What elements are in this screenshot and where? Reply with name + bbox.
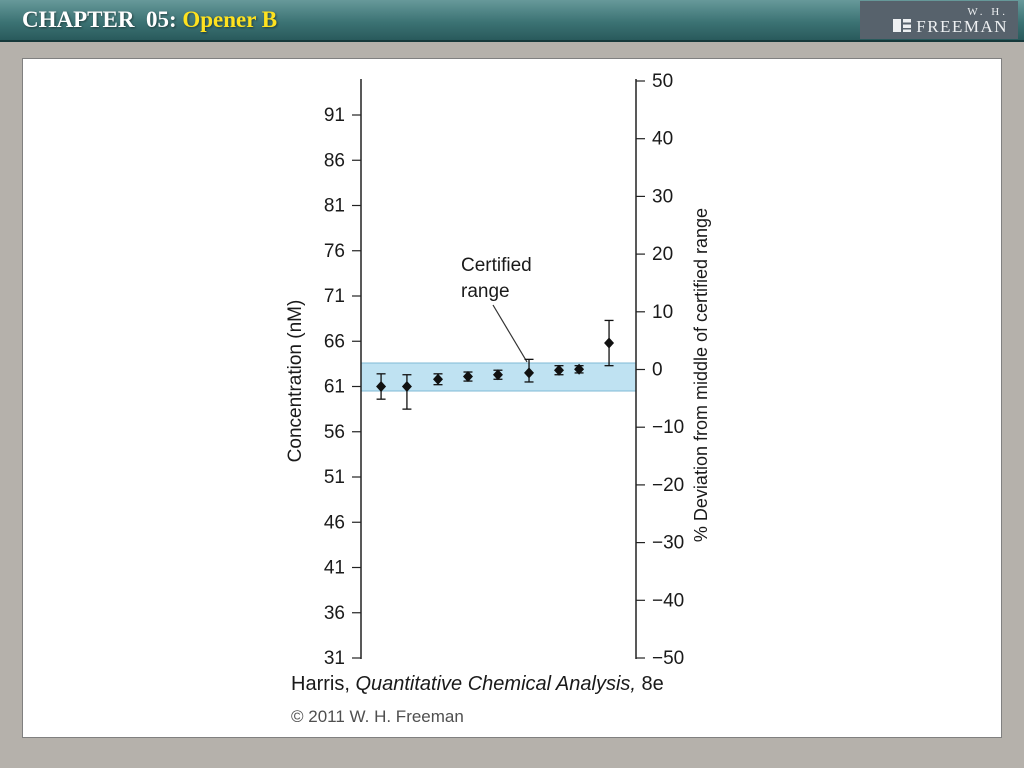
svg-text:Certified: Certified xyxy=(461,255,532,276)
slide-area: 91 86 81 76 71 66 61 56 51 46 41 36 31 50 40 30 20 10 0 −10… xyxy=(0,42,1024,754)
svg-text:% Deviation from middle of cer: % Deviation from middle of certified ran… xyxy=(691,208,711,542)
svg-text:86: 86 xyxy=(324,150,345,171)
svg-text:36: 36 xyxy=(324,603,345,624)
header-bar: CHAPTER 05: Opener B W. H. FREEMAN xyxy=(0,0,1024,42)
svg-text:−20: −20 xyxy=(652,475,684,496)
copyright-text: © 2011 W. H. Freeman xyxy=(291,707,464,726)
slide: 91 86 81 76 71 66 61 56 51 46 41 36 31 50 40 30 20 10 0 −10… xyxy=(22,58,1002,738)
svg-text:51: 51 xyxy=(324,467,345,488)
freeman-logo: W. H. FREEMAN xyxy=(860,1,1018,39)
concentration-chart: 91 86 81 76 71 66 61 56 51 46 41 36 31 50 40 30 20 10 0 −10… xyxy=(285,71,711,669)
svg-text:30: 30 xyxy=(652,186,673,207)
caption-edition: 8e xyxy=(635,673,664,695)
caption-book-title: Quantitative Chemical Analysis, xyxy=(355,673,636,695)
svg-text:31: 31 xyxy=(324,648,345,669)
svg-text:range: range xyxy=(461,281,510,302)
logo-line1: W. H. xyxy=(967,5,1008,18)
svg-text:Concentration (nM): Concentration (nM) xyxy=(285,300,306,463)
slide-title: Opener B xyxy=(182,7,278,32)
svg-text:−50: −50 xyxy=(652,648,684,669)
svg-text:−40: −40 xyxy=(652,590,684,611)
svg-text:66: 66 xyxy=(324,331,345,352)
svg-text:76: 76 xyxy=(324,241,345,262)
svg-text:56: 56 xyxy=(324,422,345,443)
svg-text:0: 0 xyxy=(652,360,663,381)
svg-text:−30: −30 xyxy=(652,533,684,554)
svg-text:41: 41 xyxy=(324,558,345,579)
freeman-grid-icon xyxy=(893,18,912,35)
svg-text:−10: −10 xyxy=(652,417,684,438)
svg-text:81: 81 xyxy=(324,196,345,217)
svg-text:91: 91 xyxy=(324,105,345,126)
figure-caption: Harris, Quantitative Chemical Analysis, … xyxy=(291,673,664,696)
svg-text:46: 46 xyxy=(324,512,345,533)
svg-text:40: 40 xyxy=(652,129,673,150)
caption-author: Harris, xyxy=(291,673,356,695)
svg-text:50: 50 xyxy=(652,71,673,92)
logo-line2: FREEMAN xyxy=(916,16,1008,36)
chapter-label: CHAPTER 05: xyxy=(22,7,183,32)
svg-text:20: 20 xyxy=(652,244,673,265)
svg-text:61: 61 xyxy=(324,377,345,398)
chapter-heading: CHAPTER 05: Opener B xyxy=(22,7,277,33)
svg-text:71: 71 xyxy=(324,286,345,307)
svg-text:10: 10 xyxy=(652,302,673,323)
